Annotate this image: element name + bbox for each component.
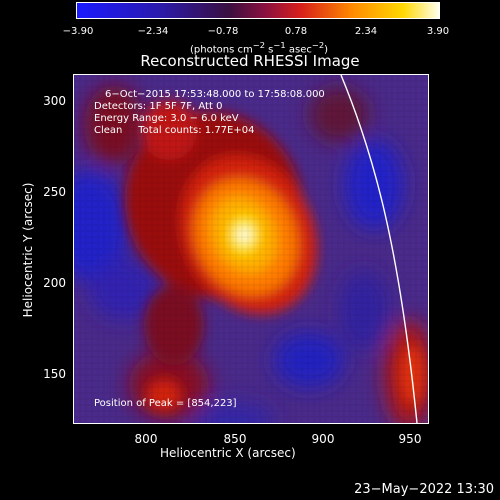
colorbar-tick: −2.34	[137, 26, 169, 37]
colorbar-gradient	[77, 3, 439, 18]
energy-range-label: Energy Range: 3.0 − 6.0 keV	[94, 113, 239, 124]
x-tick: 900	[311, 432, 335, 446]
colorbar	[76, 2, 440, 19]
colorbar-tick: −3.90	[62, 26, 94, 37]
image-title: Reconstructed RHESSI Image	[140, 52, 360, 70]
colorbar-tick: 2.34	[354, 26, 378, 37]
peak-position-label: Position of Peak = [854,223]	[94, 398, 237, 409]
rhessi-image	[73, 74, 429, 424]
observation-time: 6−Oct−2015 17:53:48.000 to 17:58:08.000	[105, 89, 325, 100]
generation-date: 23−May−2022 13:30	[354, 482, 494, 497]
x-axis-label: Heliocentric X (arcsec)	[160, 446, 296, 460]
clean-counts-label: Clean Total counts: 1.77E+04	[94, 125, 255, 136]
colorbar-unit: (photons cm−2 s−1 asec−2)	[190, 40, 329, 56]
x-tick: 850	[223, 432, 247, 446]
image-canvas	[74, 75, 428, 423]
detectors-label: Detectors: 1F 5F 7F, Att 0	[94, 101, 223, 112]
x-tick: 950	[398, 432, 422, 446]
y-tick: 250	[43, 185, 66, 199]
solar-limb	[340, 75, 418, 423]
y-tick: 200	[43, 276, 66, 290]
y-tick: 300	[43, 94, 66, 108]
colorbar-tick: −0.78	[207, 26, 239, 37]
y-tick: 150	[43, 367, 66, 381]
y-axis-label: Heliocentric Y (arcsec)	[21, 182, 35, 318]
x-tick: 800	[134, 432, 158, 446]
colorbar-tick: 3.90	[426, 26, 450, 37]
colorbar-tick: 0.78	[284, 26, 308, 37]
